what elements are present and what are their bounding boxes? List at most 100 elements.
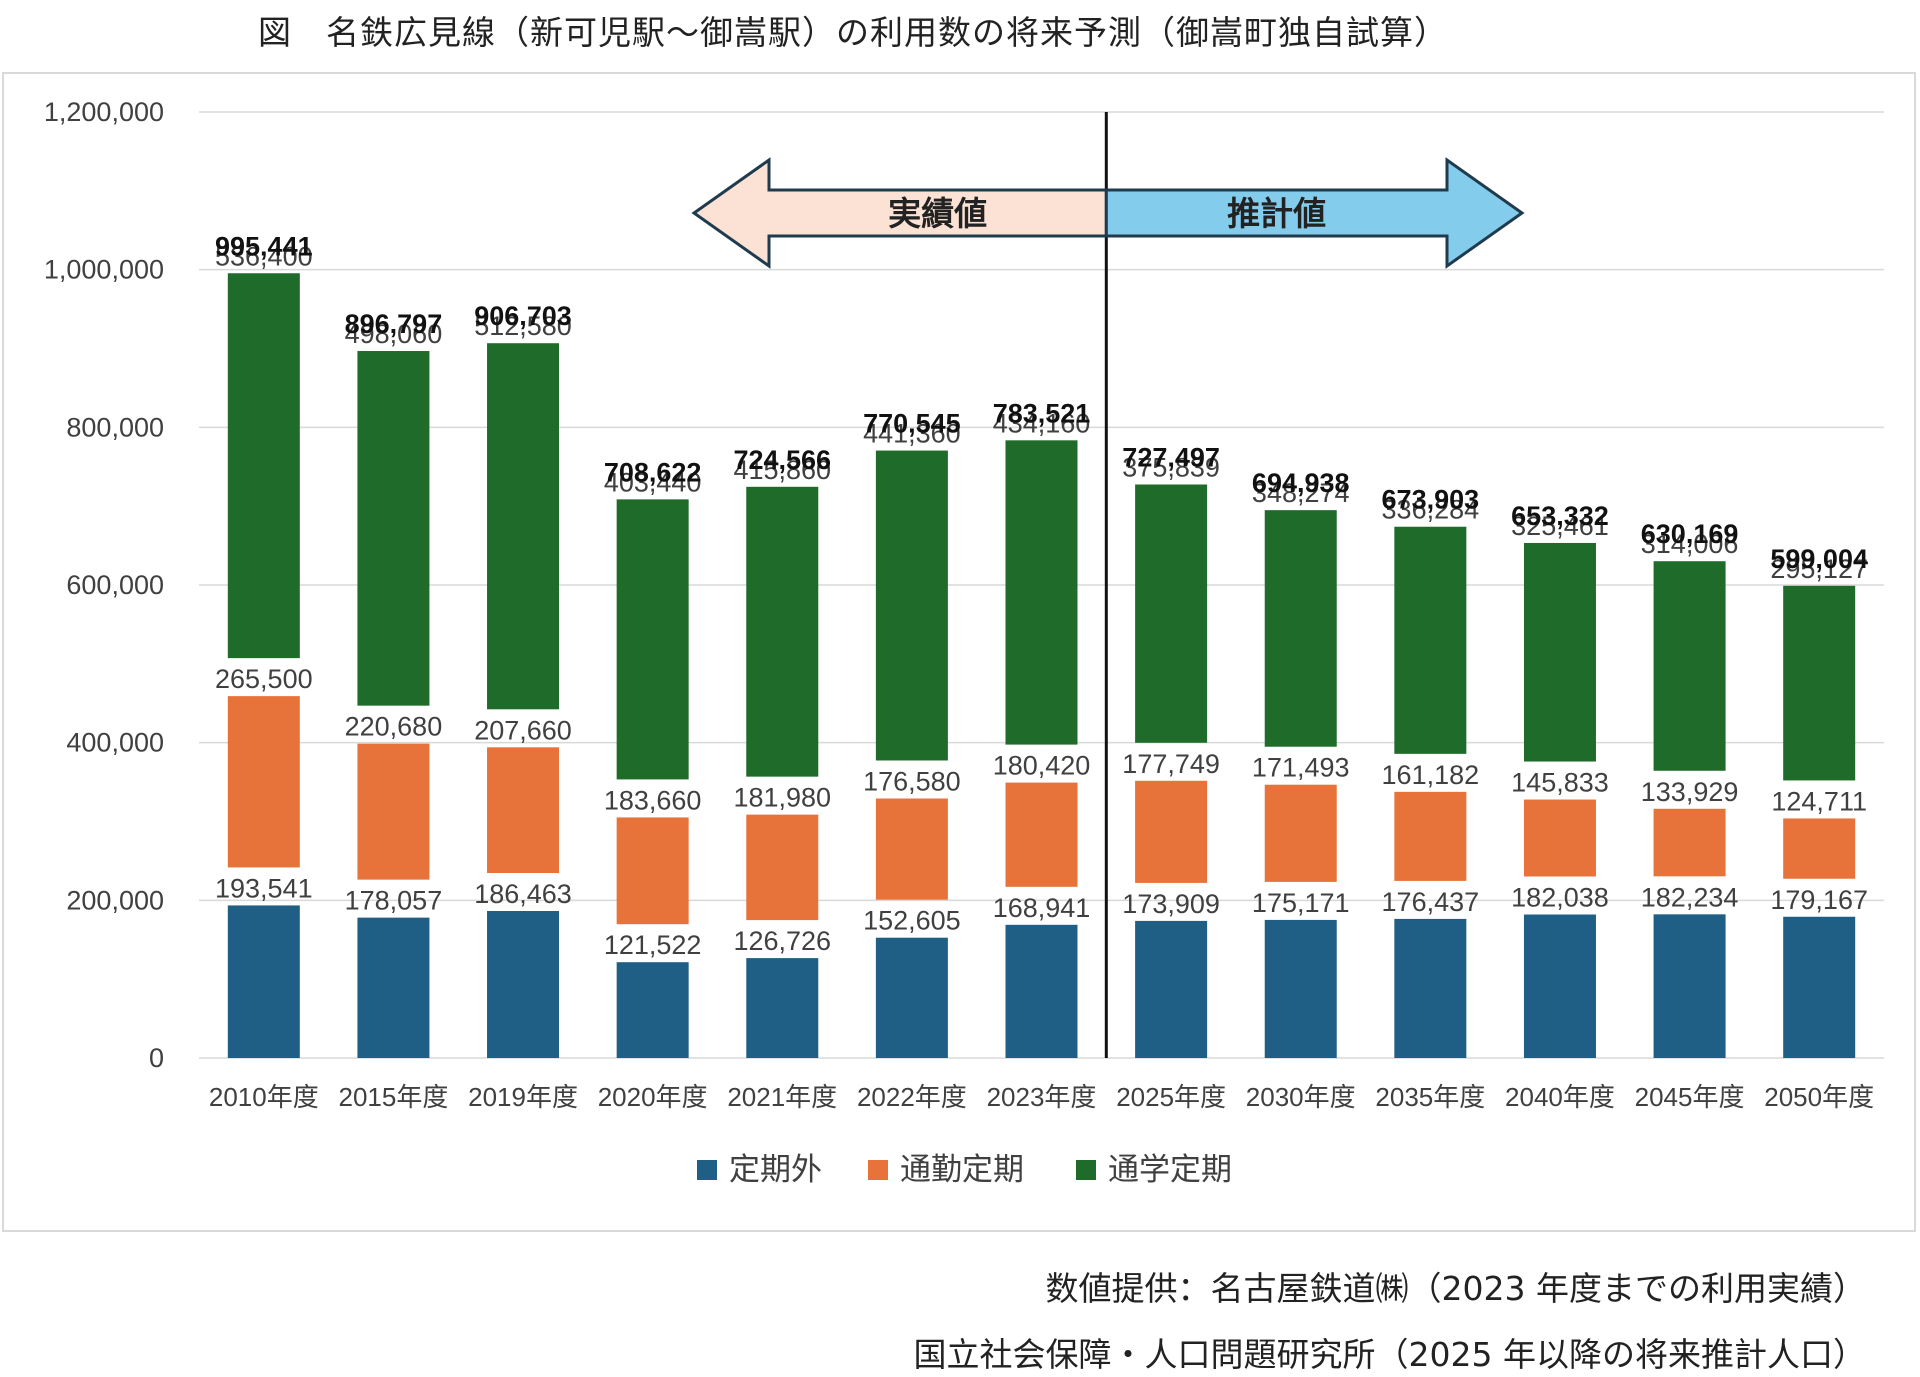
segment-value-label: 171,493 bbox=[1252, 753, 1350, 783]
bar-segment-tsukin bbox=[487, 747, 560, 874]
y-tick-label: 1,200,000 bbox=[44, 97, 164, 127]
bar-segment-teikigai bbox=[227, 905, 300, 1058]
source-line-1: 数値提供：名古屋鉄道㈱（2023 年度までの利用実績） bbox=[1045, 1269, 1866, 1308]
segment-value-label: 265,500 bbox=[215, 664, 313, 694]
x-category-label: 2050年度 bbox=[1764, 1082, 1874, 1112]
y-tick-label: 0 bbox=[149, 1043, 164, 1073]
bar-segment-tsugaku bbox=[1653, 561, 1726, 771]
segment-value-label: 403,440 bbox=[604, 467, 702, 497]
segment-value-label: 145,833 bbox=[1511, 768, 1609, 798]
bar-segment-teikigai bbox=[746, 958, 819, 1058]
actual-arrow-label: 実績値 bbox=[888, 194, 987, 233]
bar-segment-tsugaku bbox=[227, 273, 300, 659]
segment-value-label: 124,711 bbox=[1771, 786, 1867, 816]
segment-value-label: 186,463 bbox=[474, 879, 572, 909]
x-category-label: 2030年度 bbox=[1246, 1082, 1356, 1112]
legend-label: 通学定期 bbox=[1108, 1152, 1232, 1188]
segment-value-label: 207,660 bbox=[474, 715, 572, 745]
segment-value-label: 161,182 bbox=[1382, 760, 1480, 790]
bar-segment-tsugaku bbox=[1135, 484, 1208, 743]
segment-value-label: 133,929 bbox=[1641, 777, 1739, 807]
segment-value-label: 177,749 bbox=[1122, 749, 1220, 779]
bar-segment-tsugaku bbox=[746, 486, 819, 777]
source-line-2: 国立社会保障・人口問題研究所（2025 年以降の将来推計人口） bbox=[913, 1335, 1866, 1374]
figure-title: 図 名鉄広見線（新可児駅～御嵩駅）の利用数の将来予測（御嵩町独自試算） bbox=[258, 13, 1448, 52]
bar-segment-teikigai bbox=[616, 962, 689, 1058]
total-value-label: 630,169 bbox=[1641, 519, 1739, 549]
x-category-label: 2040年度 bbox=[1505, 1082, 1615, 1112]
segment-value-label: 415,860 bbox=[733, 455, 831, 485]
actual-arrow bbox=[691, 157, 1108, 269]
segment-value-label: 220,680 bbox=[345, 712, 443, 742]
segment-value-label: 175,171 bbox=[1252, 888, 1350, 918]
segment-value-label: 176,580 bbox=[863, 766, 961, 796]
segment-value-label: 168,941 bbox=[993, 893, 1091, 923]
legend-swatch bbox=[697, 1160, 717, 1180]
bar-segment-tsugaku bbox=[1394, 526, 1467, 754]
legend-swatch bbox=[1076, 1160, 1096, 1180]
segment-value-label: 348,274 bbox=[1252, 478, 1350, 508]
bar-segment-tsukin bbox=[357, 743, 430, 880]
legend-label: 通勤定期 bbox=[900, 1152, 1024, 1188]
bar-segment-tsugaku bbox=[616, 499, 689, 780]
bar-segment-tsukin bbox=[746, 814, 819, 921]
total-value-label: 673,903 bbox=[1382, 485, 1480, 515]
total-value-label: 896,797 bbox=[345, 309, 443, 339]
segment-value-label: 325,461 bbox=[1511, 511, 1609, 541]
segment-value-label: 441,360 bbox=[863, 419, 961, 449]
segment-value-label: 434,160 bbox=[993, 408, 1091, 438]
x-category-label: 2020年度 bbox=[598, 1082, 708, 1112]
segment-value-label: 375,839 bbox=[1122, 452, 1220, 482]
bar-segment-tsukin bbox=[1264, 784, 1337, 882]
bar-segment-tsugaku bbox=[875, 450, 948, 761]
segment-value-label: 182,234 bbox=[1641, 882, 1739, 912]
bar-segment-tsukin bbox=[1394, 791, 1467, 881]
segment-value-label: 126,726 bbox=[733, 926, 831, 956]
total-value-label: 724,566 bbox=[733, 445, 831, 475]
bar-segment-teikigai bbox=[1394, 918, 1467, 1058]
total-value-label: 653,332 bbox=[1511, 501, 1609, 531]
y-tick-label: 1,000,000 bbox=[44, 255, 164, 285]
total-value-label: 708,622 bbox=[604, 457, 702, 487]
total-value-label: 783,521 bbox=[993, 398, 1091, 428]
bar-segment-tsugaku bbox=[487, 343, 560, 710]
bar-segment-tsukin bbox=[227, 696, 300, 868]
bar-segment-teikigai bbox=[1523, 914, 1596, 1058]
bar-segment-tsukin bbox=[875, 798, 948, 900]
segment-value-label: 178,057 bbox=[345, 886, 443, 916]
x-category-label: 2035年度 bbox=[1375, 1082, 1485, 1112]
bar-segment-tsukin bbox=[1005, 782, 1078, 887]
x-category-label: 2015年度 bbox=[339, 1082, 449, 1112]
bar-segment-tsukin bbox=[616, 817, 689, 925]
y-tick-label: 800,000 bbox=[66, 412, 164, 442]
segment-value-label: 173,909 bbox=[1122, 889, 1220, 919]
segment-value-label: 180,420 bbox=[993, 751, 1091, 781]
bar-segment-tsukin bbox=[1523, 799, 1596, 877]
segment-value-label: 121,522 bbox=[604, 930, 702, 960]
bar-segment-tsugaku bbox=[1783, 585, 1856, 781]
segment-value-label: 176,437 bbox=[1382, 887, 1480, 917]
legend-label: 定期外 bbox=[729, 1152, 822, 1188]
segment-value-label: 183,660 bbox=[604, 785, 702, 815]
bar-segment-tsukin bbox=[1783, 818, 1856, 879]
bar-segment-teikigai bbox=[1005, 924, 1078, 1058]
total-value-label: 727,497 bbox=[1122, 442, 1220, 472]
total-value-label: 694,938 bbox=[1252, 468, 1350, 498]
segment-value-label: 498,060 bbox=[345, 319, 443, 349]
bar-segment-teikigai bbox=[357, 917, 430, 1058]
x-category-label: 2023年度 bbox=[987, 1082, 1097, 1112]
segment-value-label: 193,541 bbox=[215, 873, 313, 903]
y-tick-label: 600,000 bbox=[66, 570, 164, 600]
total-value-label: 599,004 bbox=[1770, 544, 1868, 574]
total-value-label: 906,703 bbox=[474, 301, 572, 331]
bar-segment-teikigai bbox=[1264, 919, 1337, 1058]
segment-value-label: 314,006 bbox=[1641, 529, 1739, 559]
bar-segment-teikigai bbox=[487, 911, 560, 1058]
x-category-label: 2025年度 bbox=[1116, 1082, 1226, 1112]
y-tick-label: 400,000 bbox=[66, 728, 164, 758]
segment-value-label: 536,400 bbox=[215, 241, 313, 271]
segment-value-label: 336,284 bbox=[1382, 495, 1480, 525]
segment-value-label: 295,127 bbox=[1770, 554, 1868, 584]
bar-segment-teikigai bbox=[1135, 920, 1208, 1058]
legend-swatch bbox=[868, 1160, 888, 1180]
